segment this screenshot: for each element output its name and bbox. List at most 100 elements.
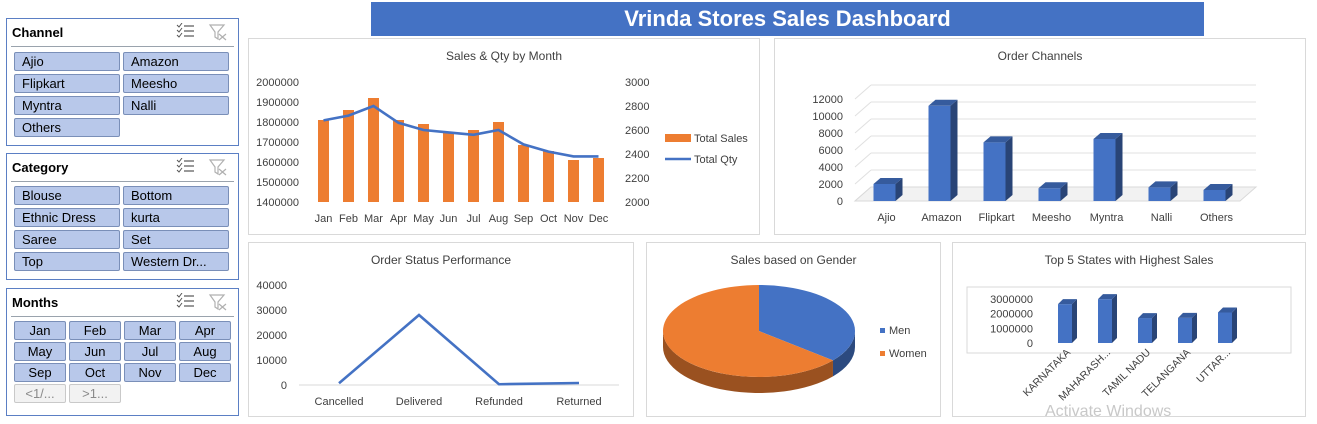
slicer-item-category[interactable]: Top (14, 252, 120, 271)
pie-slice-side (832, 331, 855, 377)
chart-title: Order Status Performance (370, 253, 512, 267)
y-tick-label: 1400000 (256, 197, 299, 209)
slicer-item-months[interactable]: Jul (124, 342, 176, 361)
bar-total-sales (568, 160, 579, 202)
slicer-item-category[interactable]: Western Dr... (123, 252, 229, 271)
category-slicer: Category Blouse Bottom Ethnic Dress kurta Sa… (6, 153, 239, 280)
x-tick-label: Meesho (1032, 212, 1071, 224)
bar-side (895, 178, 903, 201)
multi-select-icon[interactable] (176, 23, 196, 41)
gridline (854, 135, 872, 151)
gridline (854, 84, 872, 100)
months-slicer: Months Jan Feb Mar Apr May Jun Jul Aug Sep Oct Nov… (6, 288, 239, 416)
slicer-item-channel[interactable]: Meesho (123, 74, 229, 93)
bar-state-sales (1098, 299, 1112, 343)
y-tick-label: 30000 (256, 305, 287, 317)
clear-filter-icon[interactable] (208, 158, 228, 176)
pie-slice-women (663, 285, 833, 377)
slicer-item-channel[interactable]: Flipkart (14, 74, 120, 93)
slicer-item-category[interactable]: Saree (14, 230, 120, 249)
slicer-item-channel[interactable]: Others (14, 118, 120, 137)
x-tick-label: Myntra (1090, 212, 1125, 224)
bar-top (1093, 132, 1123, 139)
x-tick-label: Flipkart (978, 212, 1014, 224)
slicer-item-months[interactable]: Apr (179, 321, 231, 340)
slicer-item-months[interactable]: Jan (14, 321, 66, 340)
slicer-item-category[interactable]: kurta (123, 208, 229, 227)
bar-side (1232, 307, 1237, 343)
slicer-item-channel[interactable]: Nalli (123, 96, 229, 115)
slicer-item-months[interactable]: Feb (69, 321, 121, 340)
icon-check (176, 302, 183, 308)
order-status-svg: 40000 30000 20000 10000 0 Cancelled Delivered R… (256, 280, 619, 408)
gridline (854, 169, 872, 185)
bar-order-channel (1148, 187, 1171, 201)
y2-tick-label: 2200 (625, 173, 649, 185)
slicer-item-months[interactable]: Sep (14, 363, 66, 382)
bar-side (950, 99, 958, 201)
gridline (854, 118, 872, 134)
slicer-item-category[interactable]: Blouse (14, 186, 120, 205)
slicer-item-months[interactable]: May (14, 342, 66, 361)
slicer-item-months[interactable]: Dec (179, 363, 231, 382)
dashboard-title: Vrinda Stores Sales Dashboard (371, 2, 1204, 36)
y-tick-label: 4000 (819, 162, 843, 174)
icon-check (176, 162, 183, 168)
clear-filter-icon[interactable] (208, 23, 228, 41)
y-tick-label: 3000000 (990, 294, 1033, 306)
y-tick-label: 6000 (819, 145, 843, 157)
y-tick-label: 1800000 (256, 117, 299, 129)
slicer-item-months[interactable]: >1... (69, 384, 121, 403)
chart-title: Top 5 States with Highest Sales (1044, 253, 1214, 267)
y-tick-label: 1900000 (256, 97, 299, 109)
slicer-item-category[interactable]: Ethnic Dress (14, 208, 120, 227)
clear-filter-icon[interactable] (208, 293, 228, 311)
slicer-item-category[interactable]: Bottom (123, 186, 229, 205)
bar-top (873, 178, 903, 184)
bar-top (1148, 181, 1178, 188)
x-tick-label: Jul (466, 213, 480, 225)
y2-tick-label: 3000 (625, 77, 649, 89)
y-tick-label: 2000000 (990, 309, 1033, 321)
bar-top (1203, 183, 1233, 190)
multi-select-icon[interactable] (176, 293, 196, 311)
icon-x (218, 168, 227, 176)
bar-total-sales (418, 124, 429, 202)
slicer-item-months[interactable]: Oct (69, 363, 121, 382)
bar-state-sales (1058, 304, 1072, 343)
y-tick-label: 10000 (812, 111, 843, 123)
slicer-item-months[interactable]: Jun (69, 342, 121, 361)
y-tick-label: 10000 (256, 355, 287, 367)
slicer-header: Category (7, 154, 238, 180)
slicer-item-channel[interactable]: Ajio (14, 52, 120, 71)
slicer-item-months[interactable]: Aug (179, 342, 231, 361)
sales-qty-chart: Sales & Qty by Month 2000000 1900000 18000… (248, 38, 760, 235)
slicer-item-months[interactable]: <1/... (14, 384, 66, 403)
bar-side (1225, 183, 1233, 201)
icon-check (176, 167, 183, 173)
multi-select-icon[interactable] (176, 158, 196, 176)
bar-top (928, 99, 958, 106)
bar-side (1115, 132, 1123, 201)
bar-side (1005, 136, 1013, 201)
slicer-item-months[interactable]: Nov (124, 363, 176, 382)
bar-total-sales (593, 158, 604, 202)
y2-tick-label: 2800 (625, 101, 649, 113)
legend-swatch-sales (665, 134, 691, 142)
slicer-item-channel[interactable]: Amazon (123, 52, 229, 71)
bar-order-channel (1038, 188, 1061, 201)
y2-tick-label: 2000 (625, 197, 649, 209)
bar-order-channel (873, 184, 896, 201)
slicer-header: Months (7, 289, 238, 315)
gridline (854, 152, 872, 168)
bar-top (1138, 313, 1157, 319)
slicer-item-category[interactable]: Set (123, 230, 229, 249)
bar-total-sales (443, 133, 454, 202)
y-tick-label: 1700000 (256, 137, 299, 149)
slicer-item-months[interactable]: Mar (124, 321, 176, 340)
y-tick-label: 20000 (256, 330, 287, 342)
bar-order-channel (983, 142, 1006, 201)
legend-label: Total Sales (694, 133, 748, 145)
bar-top (983, 136, 1013, 143)
slicer-item-channel[interactable]: Myntra (14, 96, 120, 115)
